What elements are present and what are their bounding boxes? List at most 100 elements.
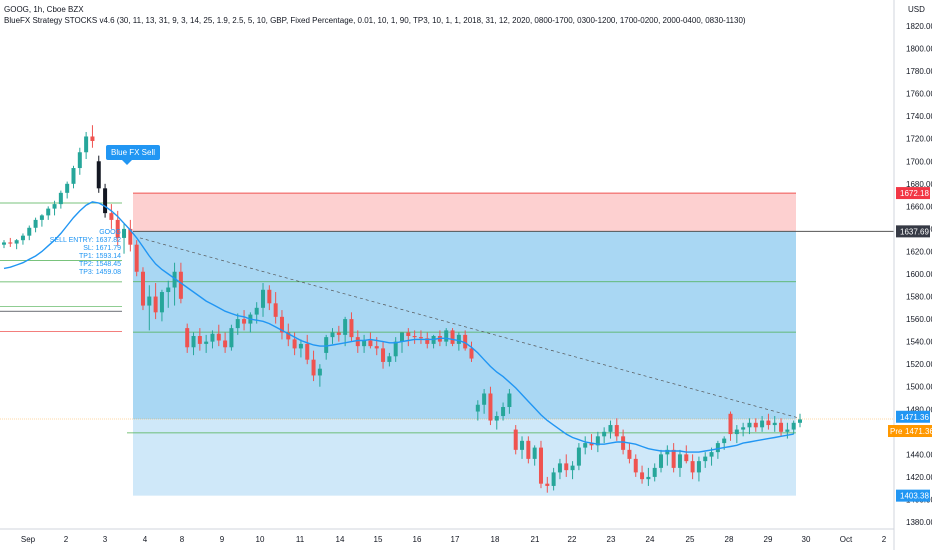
candle-body: [254, 307, 259, 315]
candle-body: [393, 341, 398, 357]
price-tick: 1700.00: [906, 157, 932, 166]
candle-body: [27, 227, 32, 236]
candle-body: [640, 472, 645, 480]
time-tick: 2: [882, 535, 887, 544]
candle-body: [8, 242, 13, 244]
candle-body: [84, 136, 89, 153]
symbol-line: GOOG, 1h, Cboe BZX: [4, 5, 84, 14]
candle-body: [747, 422, 752, 428]
candle-body: [684, 454, 689, 462]
candle-body: [627, 449, 632, 459]
lower-zone: [133, 419, 796, 496]
time-tick: 30: [802, 535, 811, 544]
candle-body: [286, 332, 291, 340]
time-tick: 22: [568, 535, 577, 544]
candle-body: [633, 458, 638, 473]
time-tick: 14: [336, 535, 345, 544]
price-tick: 1600.00: [906, 270, 932, 279]
candle-body: [362, 340, 367, 347]
level-lines: [0, 202, 894, 434]
candle-body: [760, 420, 765, 428]
candle-body: [412, 336, 417, 338]
pre-market-tag-bg: [888, 425, 932, 438]
time-tick: 10: [256, 535, 265, 544]
candle-body: [197, 336, 202, 344]
candle-body: [520, 440, 525, 450]
candle-body: [488, 393, 493, 421]
entry-price-label: 1637.69: [900, 227, 929, 236]
candle-body: [355, 337, 360, 347]
time-tick: 15: [374, 535, 383, 544]
candle-body: [185, 328, 190, 348]
candle-body: [798, 419, 802, 423]
candle-body: [33, 219, 38, 228]
time-tick: 3: [103, 535, 108, 544]
candle-body: [772, 422, 777, 426]
candle-body: [608, 425, 613, 432]
current-price-label-bg: [896, 410, 930, 423]
candle-body: [223, 340, 228, 348]
candle-body: [46, 208, 51, 216]
time-tick: 17: [451, 535, 460, 544]
candle-body: [545, 483, 550, 486]
candle-body: [722, 438, 727, 444]
candle-body: [791, 422, 796, 430]
info-tp1: TP1: 1593.14: [78, 253, 121, 260]
candle-body: [406, 332, 411, 336]
pre-market-tag: Pre: [890, 427, 903, 436]
candle-body: [785, 429, 790, 432]
time-tick: 2: [64, 535, 69, 544]
time-tick: 23: [607, 535, 616, 544]
candle-body: [589, 443, 594, 446]
sl-price-label: 1672.18: [900, 189, 929, 198]
candle-body: [172, 271, 177, 288]
pre-market-value: 1471.36: [905, 427, 932, 436]
candle-body: [387, 356, 392, 362]
bottom-price-label-bg: [896, 489, 930, 502]
candle-body: [766, 420, 771, 426]
candle-body: [52, 204, 57, 209]
candle-body: [400, 332, 404, 342]
candle-body: [298, 343, 303, 349]
price-tick: 1760.00: [906, 90, 932, 99]
time-tick: 25: [686, 535, 695, 544]
candle-body: [595, 436, 600, 446]
candle-body: [103, 188, 108, 214]
signal-label: Blue FX Sell: [106, 145, 161, 165]
candle-body: [267, 289, 272, 304]
bottom-price-label: 1403.38: [900, 492, 929, 501]
candle-body: [279, 316, 284, 333]
candle-body: [109, 213, 114, 220]
candle-body: [715, 443, 720, 453]
candle-body: [482, 393, 487, 405]
candle-body: [659, 454, 664, 468]
candle-body: [602, 431, 607, 437]
time-tick: 11: [296, 535, 305, 544]
candle-body: [564, 463, 569, 471]
candle-body: [242, 319, 247, 324]
candle-body: [665, 449, 670, 455]
candle-body: [14, 240, 19, 244]
candle-body: [90, 136, 95, 141]
candle-body: [261, 289, 266, 308]
candle-body: [122, 228, 127, 238]
candle-body: [58, 192, 63, 205]
price-tick: 1520.00: [906, 360, 932, 369]
time-tick: 29: [764, 535, 773, 544]
candle-body: [621, 436, 626, 450]
moving-average: [3, 201, 794, 453]
candle-body: [532, 447, 537, 459]
candle-body: [614, 425, 619, 437]
info-ticker: GOOG: [99, 229, 121, 236]
candle-body: [368, 340, 373, 347]
candle-body: [343, 319, 348, 335]
candle-body: [463, 334, 468, 349]
candle-body: [538, 447, 543, 484]
candle-body: [709, 452, 714, 457]
price-tick: 1480.00: [906, 405, 932, 414]
info-tp3: TP3: 1459.08: [78, 269, 121, 276]
sl-price-label-bg: [896, 187, 930, 200]
candle-body: [96, 161, 101, 189]
time-tick: Oct: [840, 535, 853, 544]
